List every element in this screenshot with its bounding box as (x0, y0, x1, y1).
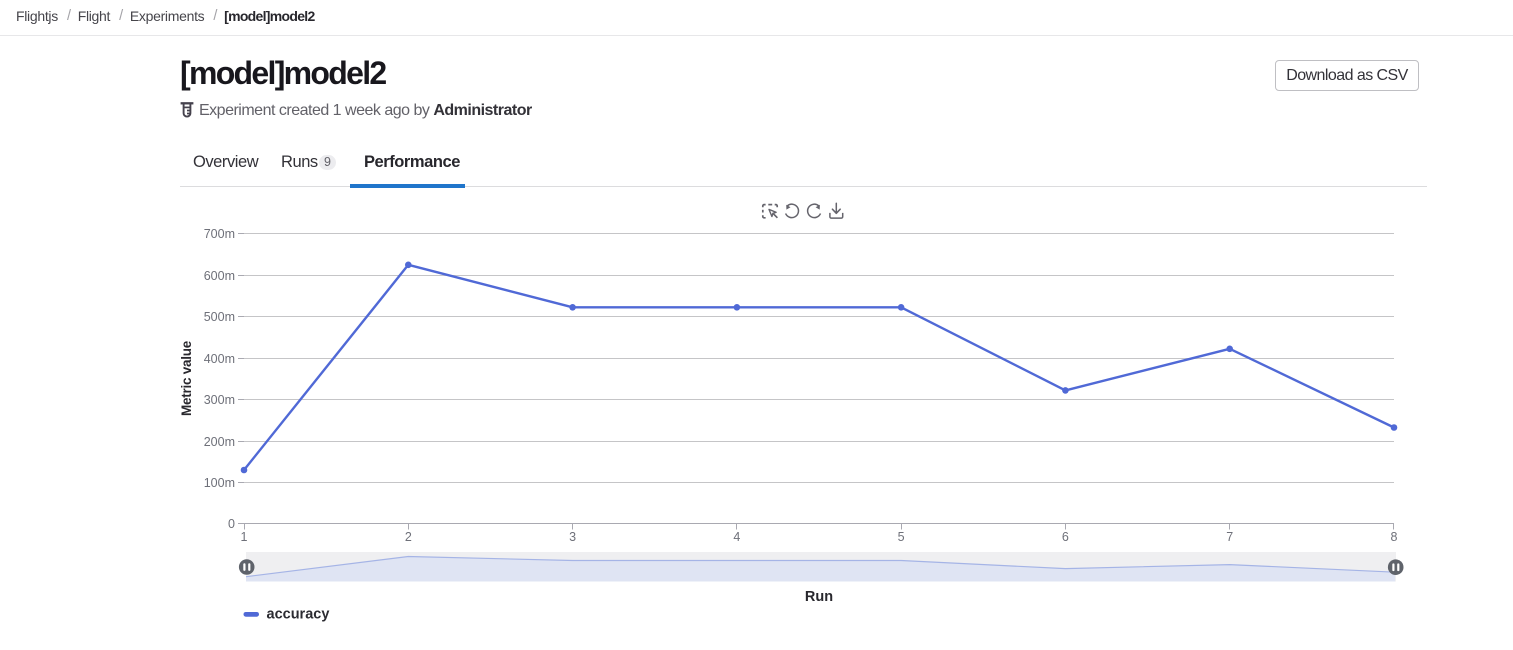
svg-text:500m: 500m (204, 310, 235, 324)
svg-text:700m: 700m (204, 227, 235, 241)
svg-text:6: 6 (1062, 530, 1069, 544)
svg-text:Run: Run (805, 589, 833, 605)
svg-text:5: 5 (898, 530, 905, 544)
svg-text:8: 8 (1391, 530, 1398, 544)
svg-text:Metric value: Metric value (179, 340, 194, 416)
svg-text:600m: 600m (204, 269, 235, 283)
svg-text:200m: 200m (204, 435, 235, 449)
svg-text:0: 0 (228, 517, 235, 531)
svg-text:2: 2 (405, 530, 412, 544)
svg-text:4: 4 (733, 530, 740, 544)
svg-text:1: 1 (241, 530, 248, 544)
svg-text:7: 7 (1226, 530, 1233, 544)
svg-text:400m: 400m (204, 352, 235, 366)
svg-text:100m: 100m (204, 476, 235, 490)
svg-text:3: 3 (569, 530, 576, 544)
svg-text:300m: 300m (204, 393, 235, 407)
svg-text:accuracy: accuracy (267, 606, 330, 622)
